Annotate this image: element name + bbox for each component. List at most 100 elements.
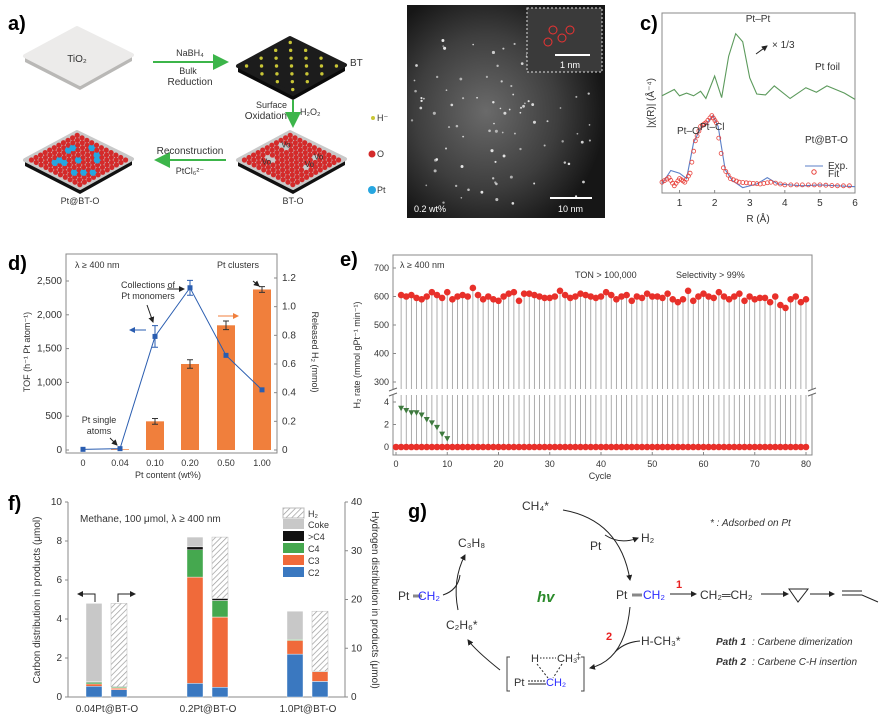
oxygen-atom (62, 174, 68, 180)
y-right-tick-label: 20 (351, 595, 363, 606)
tof-point (117, 446, 123, 452)
baseline-point (433, 443, 441, 451)
oxygen-atom (118, 154, 124, 161)
oxygen-atom (287, 137, 294, 143)
h2-rate-point (633, 293, 641, 300)
pt-atom-dot (531, 103, 535, 106)
legend-pt-label: Pt (377, 185, 386, 195)
hydride-dot (303, 48, 308, 53)
x-tick-label: 0 (80, 458, 85, 468)
oxygen-atom (302, 154, 309, 161)
oxygen-atom (70, 140, 76, 146)
y-right-tick-label: 0 (282, 445, 288, 456)
legend-swatch (283, 519, 304, 529)
bulk-label: Bulk (179, 66, 197, 76)
oxygen-atom (306, 142, 313, 148)
oxygen-atom (278, 137, 284, 143)
oxygen-atom (85, 152, 91, 158)
hydride-dot (274, 56, 278, 60)
oxygen-atom (289, 162, 295, 168)
deactivation-point (439, 431, 446, 438)
pt-atom-dot (410, 119, 414, 122)
oxygen-atom (283, 140, 289, 146)
h2-rate-point (746, 293, 753, 300)
pt-atom-dot (494, 181, 497, 184)
oxygen-atom (37, 152, 44, 158)
oxygen-atom (284, 164, 290, 170)
c2h6-to-c3h8-arrow (455, 554, 466, 611)
carbon-bar-c4 (186, 549, 204, 578)
carbon-bar-c4 (85, 682, 103, 685)
fit-point (718, 150, 724, 156)
oxygen-atom (51, 145, 57, 151)
baseline-point (679, 443, 687, 451)
baseline-point (566, 443, 574, 451)
ptcl6-label: PtCl₆²⁻ (176, 166, 205, 176)
carbon-bar-coke (286, 611, 304, 640)
fit-point (777, 181, 783, 187)
path2-arrow (589, 606, 631, 670)
pt-atom-dot (414, 89, 417, 93)
h2-rate-point (756, 294, 764, 302)
oxygen-atom (94, 162, 101, 168)
oxygen-atom (331, 154, 337, 161)
panel-b-stem-image: 1 nm 10 nm 0.2 wt% (407, 5, 605, 218)
baseline-point (443, 443, 451, 451)
oxygen-atom (283, 150, 289, 156)
oxygen-atom (103, 152, 110, 158)
oxygen-atom (307, 152, 313, 158)
single-atoms-annotation: atoms (87, 426, 112, 436)
oxygen-atom (302, 140, 308, 146)
baseline-point (715, 443, 723, 451)
ts-ch3: CH₃ (557, 653, 577, 665)
oxygen-atom (280, 167, 286, 173)
legend-h-label: H⁻ (377, 113, 388, 123)
fit-point (835, 183, 840, 189)
oxygen-atom (326, 157, 332, 163)
oxygen-atom (94, 147, 100, 153)
left-axis-pointer (77, 591, 96, 602)
y-tick-label: 600 (374, 292, 389, 302)
h2-rate-point (546, 294, 554, 302)
oxygen-atom (278, 147, 285, 153)
baseline-point (454, 443, 461, 451)
oxygen-atom (57, 167, 63, 173)
pt-atom-dot (462, 135, 465, 138)
hch3-label: H-CH₃* (641, 634, 681, 648)
oxygen-atom (65, 142, 71, 148)
ch4-label: CH₄* (522, 499, 549, 513)
baseline-point (720, 443, 728, 451)
carbon-bar-c3 (85, 683, 103, 687)
x-tick-label: 1.00 (253, 458, 271, 468)
baseline-point (510, 443, 518, 451)
y-right-tick-label: 30 (351, 546, 363, 557)
h2-rate-point (490, 296, 497, 303)
y-tick-label: 0 (56, 692, 62, 703)
hydride-dot (275, 79, 280, 84)
oxygen-atom (302, 150, 308, 156)
oxygen-atom (288, 152, 294, 158)
oxygen-atom (298, 157, 304, 163)
oxygen-atom (279, 157, 285, 163)
h2-rate-point (720, 293, 728, 300)
pt-atom-dot (519, 147, 522, 151)
carbon-bar-coke (186, 536, 204, 548)
pt-catalyst-label: Pt (590, 539, 602, 553)
oxygen-atom (104, 162, 110, 168)
baseline-point (756, 443, 764, 451)
oxygen-atom (270, 162, 276, 168)
hch3-approach-curve (614, 640, 641, 653)
h2-rate-point (525, 290, 533, 297)
pt-atom-dot (512, 93, 515, 96)
oxygen-atom (302, 145, 308, 151)
oxygen-atom (264, 145, 270, 151)
oxygen-atom (66, 157, 72, 163)
pt-atom-dot (511, 202, 515, 205)
h2-rate-point (582, 291, 589, 299)
hydride-dot (319, 56, 323, 60)
fit-point (716, 135, 722, 141)
hydride-dot (304, 64, 309, 68)
tof-point (152, 333, 158, 339)
oxygen-atom (48, 167, 54, 173)
oxygen-atom (290, 182, 296, 188)
